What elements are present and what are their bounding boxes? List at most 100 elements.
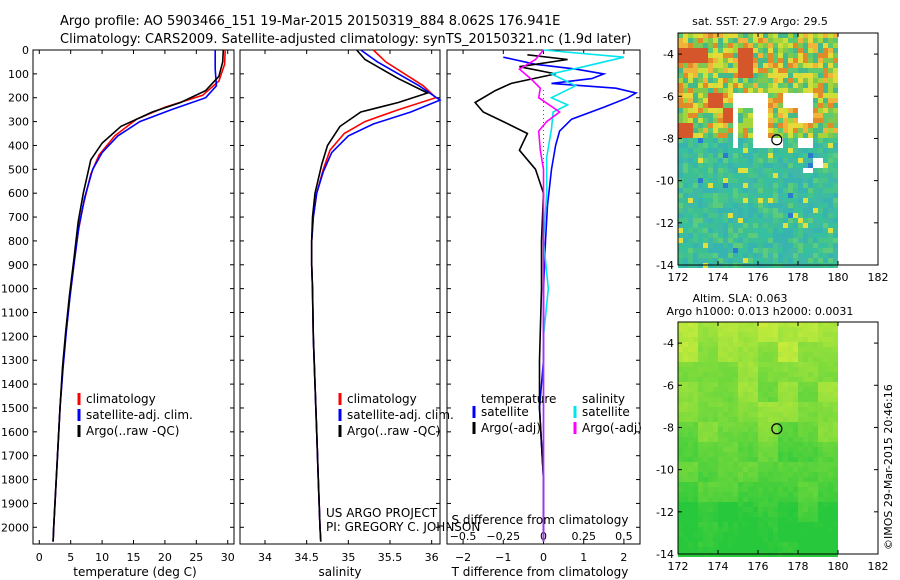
map-cell [783,253,788,258]
map-cell [788,83,793,88]
map-cell [748,138,753,143]
map-cell [713,442,718,447]
map-cell [818,457,823,462]
map-cell [818,168,823,173]
map-cell [743,522,748,527]
map-cell [823,203,828,208]
map-cell [733,38,738,43]
map-cell [768,422,773,427]
map-cell [698,327,703,332]
map-cell [688,412,693,417]
map-cell [698,198,703,203]
map-cell [748,342,753,347]
map-cell [833,108,838,113]
map-cell [723,193,728,198]
map-cell [743,48,748,53]
map-cell [693,522,698,527]
map-cell [833,148,838,153]
map-cell [698,387,703,392]
map-cell [758,357,763,362]
x-tick-label: 36 [425,551,439,564]
map-cell [743,447,748,452]
map-cell [813,133,818,138]
map-cell [808,347,813,352]
map-cell [808,233,813,238]
map-cell [788,143,793,148]
map-cell [693,68,698,73]
map-cell [763,427,768,432]
map-cell [823,258,828,263]
map-cell [768,258,773,263]
map-cell [818,43,823,48]
map-cell [698,462,703,467]
map-cell [693,238,698,243]
map-cell [833,153,838,158]
map-cell [693,183,698,188]
map-cell [828,472,833,477]
map-cell [828,392,833,397]
map-cell [828,53,833,58]
map-cell [733,173,738,178]
map-cell [783,33,788,38]
depth-tick-label: 1200 [1,330,29,343]
map-cell [723,387,728,392]
map-cell [813,183,818,188]
map-cell [733,213,738,218]
map-cell [688,218,693,223]
map-cell [748,128,753,133]
map-cell [753,492,758,497]
map-cell [748,38,753,43]
map-cell [678,427,683,432]
map-cell [823,58,828,63]
map-cell [823,138,828,143]
map-cell [823,412,828,417]
map-cell [743,442,748,447]
map-cell [808,417,813,422]
map-cell [793,228,798,233]
map-cell [723,452,728,457]
map-cell [718,108,723,113]
map-cell [813,168,818,173]
map-cell [733,412,738,417]
map-cell [778,362,783,367]
map-cell [798,517,803,522]
map-cell [708,113,713,118]
map-cell [788,547,793,552]
map-cell [678,103,683,108]
map-cell [773,43,778,48]
map-cell [708,547,713,552]
map-cell [693,517,698,522]
map-cell [723,38,728,43]
map-cell [778,522,783,527]
map-cell [708,128,713,133]
map-cell [743,148,748,153]
map-cell [828,63,833,68]
map-cell [833,243,838,248]
map-cell [723,223,728,228]
map-cell [778,517,783,522]
map-cell [813,228,818,233]
map-cell [818,542,823,547]
map-cell [678,133,683,138]
map-cell [703,352,708,357]
map-cell [763,68,768,73]
map-cell [688,432,693,437]
map-cell [768,462,773,467]
map-cell [753,347,758,352]
map-cell [698,432,703,437]
map-cell [683,83,688,88]
map-x-tick-label: 174 [708,560,729,573]
map-cell [743,542,748,547]
legend-temperature-title: temperature [481,392,556,406]
map-cell [738,532,743,537]
map-cell [793,427,798,432]
map-cell [683,168,688,173]
map-cell [693,337,698,342]
map-cell [723,477,728,482]
map-cell [793,248,798,253]
map-cell [828,457,833,462]
map-cell [723,332,728,337]
map-cell [813,58,818,63]
map-cell [803,158,808,163]
map-cell [703,128,708,133]
